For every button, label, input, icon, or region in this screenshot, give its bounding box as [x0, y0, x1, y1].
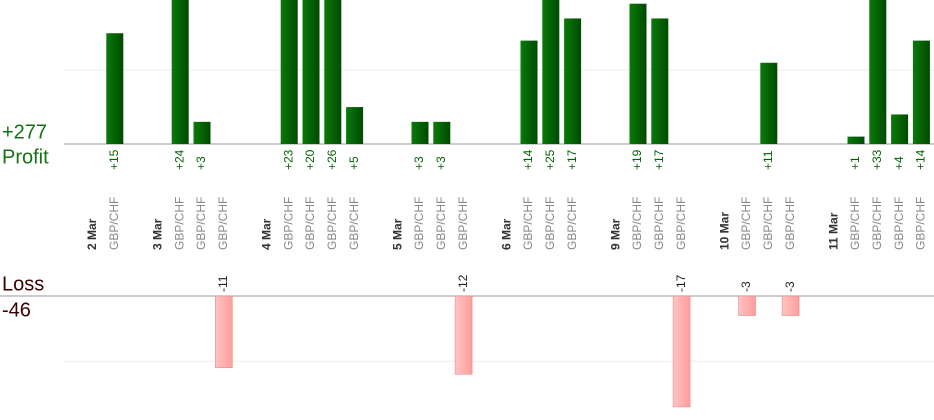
profit-value-label: +33 [870, 149, 884, 170]
date-label: 10 Mar [717, 212, 731, 250]
profit-value-label: +3 [434, 156, 448, 170]
profit-total: +277 [2, 121, 47, 143]
profit-value-label: +20 [303, 149, 317, 170]
profit-value-label: +25 [543, 149, 557, 170]
date-label: 2 Mar [85, 218, 99, 250]
instrument-label: GBP/CHF [347, 197, 361, 250]
profit-bar [324, 0, 342, 144]
date-label: 3 Mar [151, 218, 165, 250]
instrument-label: GBP/CHF [281, 197, 295, 250]
profit-bar [106, 33, 124, 144]
loss-total: -46 [2, 299, 31, 321]
instrument-label: GBP/CHF [761, 197, 775, 250]
instrument-label: GBP/CHF [172, 197, 186, 250]
instrument-label: GBP/CHF [674, 197, 688, 250]
profit-bar [869, 0, 887, 144]
instrument-label: GBP/CHF [194, 197, 208, 250]
profit-value-label: +14 [521, 149, 535, 170]
profit-bar [912, 40, 930, 144]
date-label: 5 Mar [390, 218, 404, 250]
loss-bar [738, 295, 756, 316]
instrument-label: GBP/CHF [870, 197, 884, 250]
profit-value-label: +14 [914, 149, 928, 170]
instrument-label: GBP/CHF [412, 197, 426, 250]
profit-value-label: +23 [281, 149, 295, 170]
profit-bar [193, 121, 211, 144]
instrument-label: GBP/CHF [434, 197, 448, 250]
profit-value-label: +3 [194, 156, 208, 170]
profit-label: Profit [2, 146, 49, 168]
profit-bar [651, 18, 669, 144]
profit-bar [760, 62, 778, 145]
instrument-label: GBP/CHF [848, 197, 862, 250]
profit-bar [411, 121, 429, 144]
date-label: 6 Mar [499, 218, 513, 250]
date-label: 11 Mar [826, 212, 840, 250]
profit-bar [171, 0, 189, 145]
loss-value-label: -17 [674, 274, 688, 292]
profit-value-label: +1 [848, 156, 862, 170]
profit-value-label: +17 [652, 149, 666, 170]
profit-bar [847, 136, 865, 144]
loss-value-label: -12 [456, 274, 470, 292]
date-label: 9 Mar [608, 218, 622, 250]
profit-value-label: +3 [412, 156, 426, 170]
profit-bar [564, 18, 582, 144]
instrument-label: GBP/CHF [456, 197, 470, 250]
loss-label: Loss [2, 273, 44, 295]
date-label: 4 Mar [260, 218, 274, 250]
instrument-label: GBP/CHF [565, 197, 579, 250]
instrument-label: GBP/CHF [892, 197, 906, 250]
profit-value-label: +17 [565, 149, 579, 170]
profit-bar [520, 40, 538, 144]
profit-value-label: +24 [172, 149, 186, 170]
profit-value-label: +4 [892, 156, 906, 170]
instrument-label: GBP/CHF [543, 197, 557, 250]
instrument-label: GBP/CHF [630, 197, 644, 250]
profit-value-label: +11 [761, 150, 775, 170]
loss-bar [454, 295, 473, 375]
instrument-label: GBP/CHF [325, 197, 339, 250]
instrument-label: GBP/CHF [739, 197, 753, 250]
instrument-label: GBP/CHF [303, 197, 317, 250]
profit-bar [542, 0, 560, 145]
profit-bar [280, 0, 298, 145]
instrument-label: GBP/CHF [107, 197, 121, 250]
profit-value-label: +26 [325, 149, 339, 170]
loss-value-label: -11 [216, 275, 230, 292]
instrument-label: GBP/CHF [216, 197, 230, 250]
profit-bar [629, 3, 647, 145]
profit-bar [891, 114, 909, 144]
instrument-label: GBP/CHF [652, 197, 666, 250]
profit-bar [346, 107, 364, 144]
profit-bar [433, 121, 451, 144]
loss-bar [215, 295, 233, 369]
profit-value-label: +19 [630, 149, 644, 170]
loss-bar [672, 295, 691, 408]
instrument-label: GBP/CHF [783, 197, 797, 250]
loss-value-label: -3 [739, 281, 753, 292]
profit-bar [302, 0, 320, 144]
profit-value-label: +5 [347, 156, 361, 170]
instrument-label: GBP/CHF [521, 197, 535, 250]
profit-value-label: +15 [107, 149, 121, 170]
instrument-label: GBP/CHF [914, 197, 928, 250]
loss-bar [781, 295, 800, 316]
loss-value-label: -3 [783, 281, 797, 292]
